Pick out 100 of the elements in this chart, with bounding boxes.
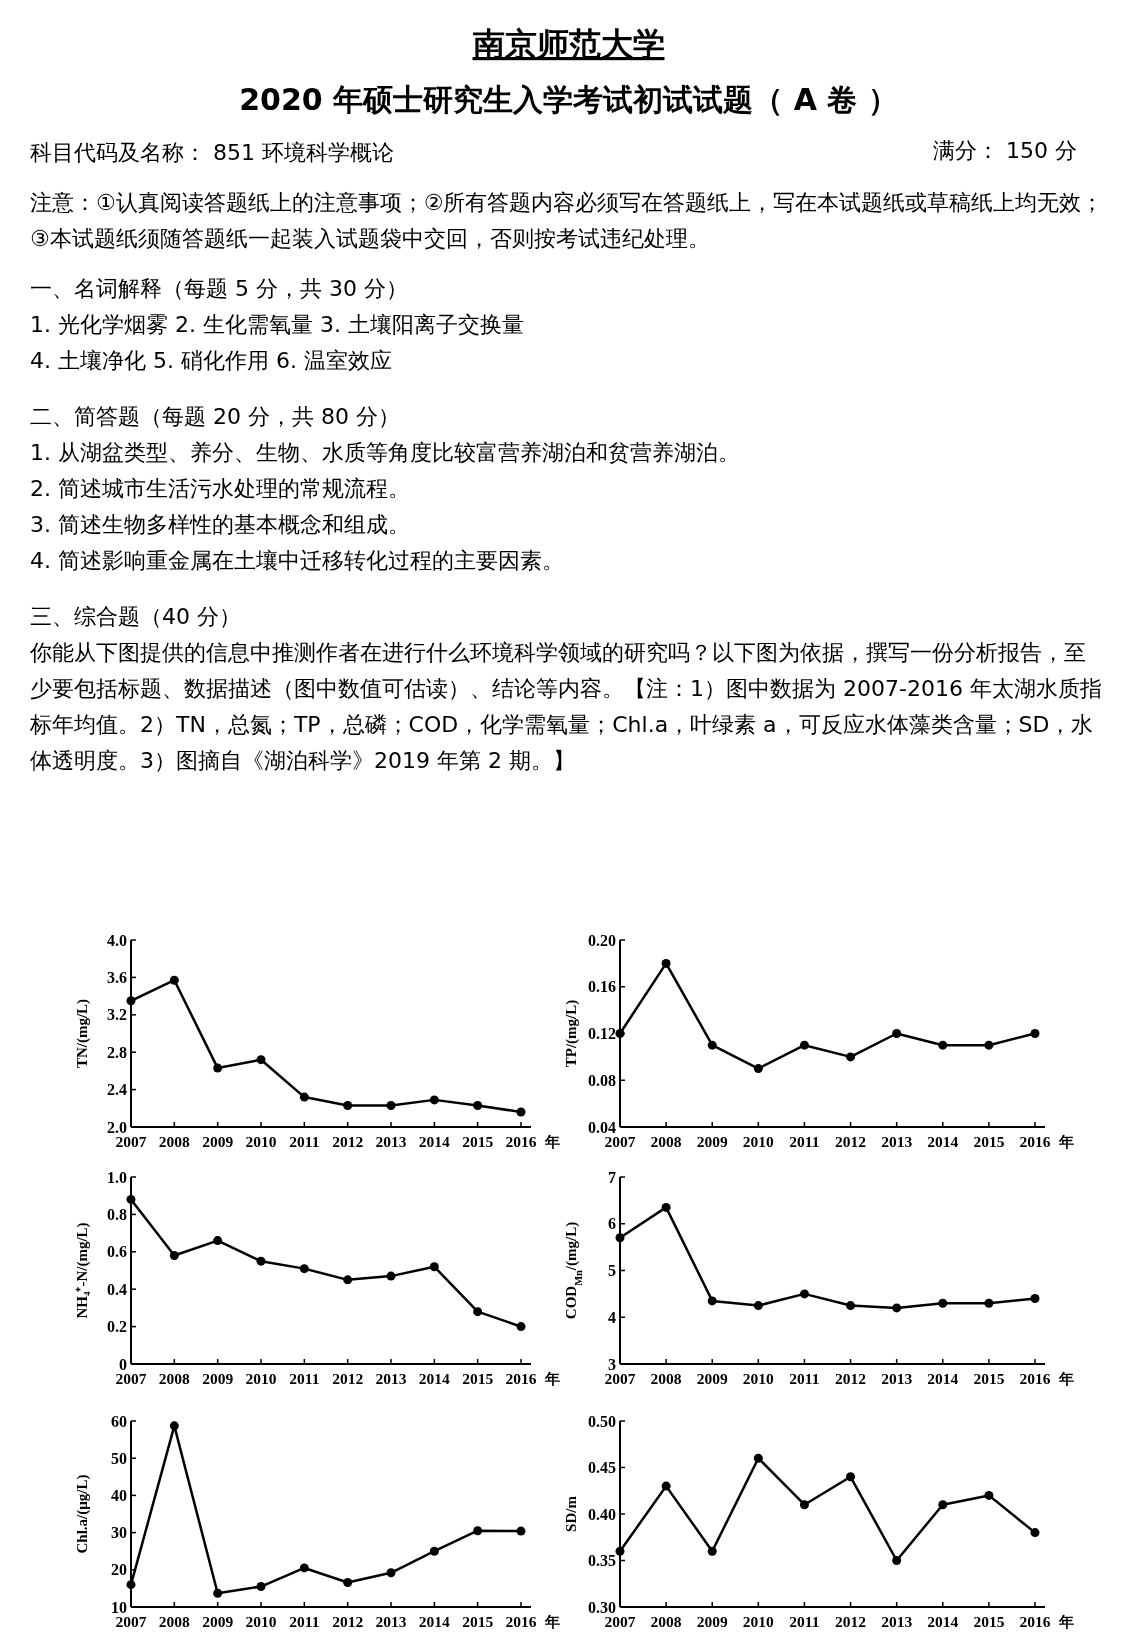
point bbox=[846, 1472, 856, 1482]
x-axis-title: 年 bbox=[1058, 1370, 1074, 1388]
point bbox=[256, 1256, 266, 1266]
point bbox=[938, 1500, 948, 1510]
y-tick-label: 0.40 bbox=[588, 1505, 616, 1523]
y-tick-label: 5 bbox=[608, 1262, 616, 1280]
y-tick-label: 20 bbox=[111, 1561, 127, 1579]
point bbox=[846, 1301, 856, 1311]
point bbox=[799, 1040, 809, 1050]
x-tick-label: 2010 bbox=[245, 1613, 277, 1630]
point bbox=[213, 1236, 223, 1246]
point bbox=[892, 1029, 902, 1038]
point bbox=[753, 1064, 763, 1074]
y-tick-label: 40 bbox=[111, 1487, 127, 1504]
point bbox=[213, 1063, 223, 1073]
x-tick-label: 2013 bbox=[881, 1370, 913, 1387]
y-tick-label: 0.35 bbox=[588, 1552, 616, 1570]
point bbox=[661, 1202, 671, 1212]
point bbox=[615, 1233, 625, 1243]
point bbox=[892, 1556, 902, 1565]
point bbox=[169, 975, 179, 985]
point bbox=[1030, 1029, 1040, 1038]
text: 4. 土壤净化 5. 硝化作用 6. 温室效应 bbox=[30, 348, 392, 373]
x-tick-label: 2008 bbox=[158, 1370, 191, 1387]
y-tick-label: 0.8 bbox=[107, 1206, 127, 1223]
y-tick-label: 60 bbox=[111, 1412, 127, 1430]
point bbox=[516, 1322, 526, 1332]
point bbox=[299, 1563, 309, 1573]
point bbox=[473, 1307, 483, 1317]
y-tick-label: 3 bbox=[608, 1355, 616, 1373]
y-tick-label: 2.8 bbox=[107, 1043, 127, 1061]
y-tick-label: 7 bbox=[608, 1168, 616, 1186]
text: 注意：①认真阅读答题纸上的注意事项；②所有答题内容必须写在答题纸上，写在本试题纸或草稿纸上均无效；③本试题纸须随答题纸一起装入试题袋中交回，否则按考试违纪处理。 bbox=[30, 190, 1104, 251]
x-tick-label: 2015 bbox=[973, 1613, 1005, 1630]
point bbox=[661, 958, 671, 968]
y-tick-label: 3.6 bbox=[107, 969, 127, 986]
point bbox=[386, 1568, 396, 1578]
x-tick-label: 2009 bbox=[696, 1133, 728, 1150]
x-tick-label: 2010 bbox=[742, 1370, 775, 1387]
x-tick-label: 2011 bbox=[789, 1613, 820, 1630]
x-tick-label: 2012 bbox=[835, 1370, 867, 1387]
point bbox=[615, 1546, 625, 1556]
y-axis-title: TP/(mg/L) bbox=[563, 999, 580, 1068]
point bbox=[343, 1100, 353, 1110]
point bbox=[984, 1298, 994, 1308]
text: 满分： 150 分 bbox=[933, 138, 1077, 163]
point bbox=[429, 1095, 439, 1105]
point bbox=[126, 1580, 136, 1590]
text: 2020 年硕士研究生入学考试初试试题（ A 卷 ） bbox=[239, 82, 898, 117]
x-tick-label: 2008 bbox=[158, 1133, 191, 1150]
point bbox=[753, 1301, 763, 1311]
text: 一、名词解释（每题 5 分，共 30 分） bbox=[30, 276, 408, 301]
point bbox=[892, 1303, 902, 1313]
x-tick-label: 2015 bbox=[462, 1133, 494, 1150]
x-tick-label: 2007 bbox=[115, 1133, 147, 1150]
point bbox=[938, 1040, 948, 1050]
point bbox=[169, 1251, 179, 1261]
x-axis-title: 年 bbox=[1058, 1133, 1074, 1151]
x-tick-label: 2013 bbox=[881, 1613, 913, 1630]
y-tick-label: 0.04 bbox=[588, 1118, 616, 1136]
x-tick-label: 2014 bbox=[418, 1613, 451, 1630]
point bbox=[126, 1194, 136, 1204]
point bbox=[299, 1264, 309, 1274]
x-tick-label: 2014 bbox=[418, 1370, 451, 1387]
y-tick-label: 0.4 bbox=[107, 1280, 127, 1298]
x-tick-label: 2008 bbox=[650, 1613, 682, 1630]
point bbox=[707, 1040, 717, 1050]
point bbox=[707, 1296, 717, 1306]
y-tick-label: 0.30 bbox=[588, 1598, 616, 1616]
x-tick-label: 2009 bbox=[202, 1370, 234, 1387]
x-tick-label: 2016 bbox=[1019, 1613, 1051, 1630]
point bbox=[1030, 1294, 1040, 1304]
x-tick-label: 2008 bbox=[650, 1133, 682, 1150]
point bbox=[707, 1546, 717, 1556]
x-tick-label: 2009 bbox=[202, 1133, 234, 1150]
x-tick-label: 2016 bbox=[505, 1133, 537, 1150]
point bbox=[799, 1289, 809, 1299]
x-tick-label: 2008 bbox=[158, 1613, 191, 1630]
point bbox=[169, 1421, 179, 1431]
x-tick-label: 2009 bbox=[696, 1613, 728, 1630]
text: 你能从下图提供的信息中推测作者在进行什么环境科学领域的研究吗？以下图为依据，撰写一份分析报告，至少要包括标题、数据描述（图中数值可估读）、结论等内容。【注：1）图中数据为 2007-2016 年太湖水质指标年均值。2）TN，总氮；TP，总磷；COD，化学需氧量；Chl.a，叶绿素 a，可反应水体藻类含量；SD，水体透明度。3）图摘自《湖泊科学》2019 年第 2 期。】 bbox=[29, 640, 1102, 773]
point bbox=[753, 1453, 763, 1463]
point bbox=[1030, 1528, 1040, 1538]
y-tick-label: 0.45 bbox=[588, 1459, 616, 1477]
x-tick-label: 2007 bbox=[115, 1613, 147, 1630]
x-tick-label: 2007 bbox=[604, 1613, 636, 1630]
point bbox=[126, 996, 136, 1006]
x-tick-label: 2014 bbox=[927, 1613, 959, 1630]
x-axis-title: 年 bbox=[544, 1370, 560, 1388]
x-tick-label: 2010 bbox=[245, 1133, 277, 1150]
x-tick-label: 2013 bbox=[375, 1370, 407, 1387]
x-tick-label: 2010 bbox=[742, 1613, 775, 1630]
point bbox=[473, 1526, 483, 1536]
point bbox=[661, 1481, 671, 1491]
y-tick-label: 0.50 bbox=[588, 1412, 616, 1430]
y-tick-label: 50 bbox=[111, 1449, 127, 1467]
x-tick-label: 2009 bbox=[696, 1370, 728, 1387]
x-axis-title: 年 bbox=[1058, 1613, 1074, 1631]
text: 3. 简述生物多样性的基本概念和组成。 bbox=[30, 512, 410, 537]
point bbox=[984, 1490, 994, 1500]
